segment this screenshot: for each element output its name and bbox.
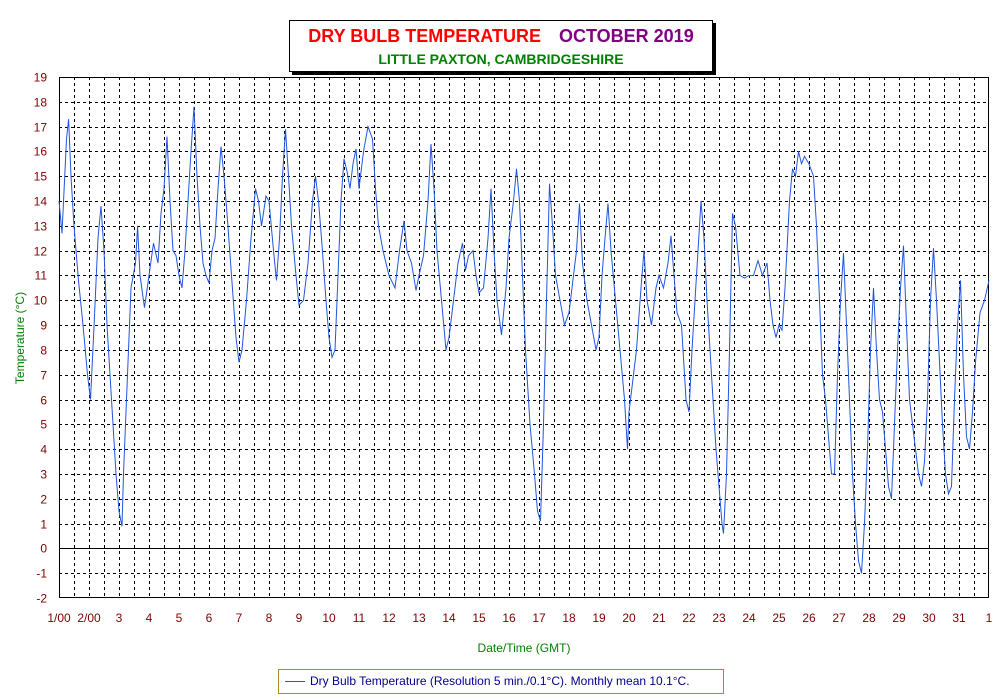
legend-label: Dry Bulb Temperature (Resolution 5 min./… <box>310 674 690 688</box>
x-tick-label: 7 <box>236 611 243 625</box>
title-month: OCTOBER 2019 <box>558 26 694 46</box>
y-tick-label: 10 <box>34 294 48 308</box>
x-tick-label: 26 <box>802 611 816 625</box>
x-tick-label: 27 <box>832 611 846 625</box>
x-tick-label: 16 <box>502 611 516 625</box>
x-axis-ticks: 1/00 2/00 3 4 5 6 7 8 9 10 11 12 13 14 15 16 17 18 19 20 21 2… <box>47 611 992 625</box>
title-box: DRY BULB TEMPERATURE OCTOBER 2019 LITTLE … <box>289 20 713 72</box>
legend: Dry Bulb Temperature (Resolution 5 min./… <box>278 669 724 694</box>
x-tick-label: 13 <box>412 611 426 625</box>
y-tick-label: -2 <box>36 592 47 606</box>
x-tick-label: 24 <box>742 611 756 625</box>
y-tick-label: -1 <box>36 567 47 581</box>
y-tick-label: 3 <box>40 468 47 482</box>
y-tick-label: 12 <box>34 245 48 259</box>
x-tick-label: 10 <box>322 611 336 625</box>
y-tick-label: 14 <box>34 195 48 209</box>
y-tick-label: 1 <box>40 518 47 532</box>
x-tick-label: 19 <box>592 611 606 625</box>
y-tick-label: 5 <box>40 418 47 432</box>
y-tick-label: 19 <box>34 71 48 85</box>
y-tick-label: 15 <box>34 170 48 184</box>
y-tick-label: 13 <box>34 220 48 234</box>
chart-title: DRY BULB TEMPERATURE OCTOBER 2019 <box>290 26 712 47</box>
y-axis-title: Temperature (°C) <box>13 292 27 384</box>
x-tick-label: 1/00 <box>47 611 71 625</box>
x-tick-label: 3 <box>116 611 123 625</box>
series-line <box>58 106 990 574</box>
x-tick-label: 4 <box>146 611 153 625</box>
x-tick-label: 11 <box>353 611 366 625</box>
y-tick-label: 4 <box>40 443 47 457</box>
legend-swatch <box>285 681 305 682</box>
x-tick-label: 25 <box>772 611 786 625</box>
x-tick-label: 6 <box>206 611 213 625</box>
y-tick-label: 6 <box>40 394 47 408</box>
x-tick-label: 5 <box>176 611 183 625</box>
y-tick-label: 17 <box>34 121 48 135</box>
chart-subtitle: LITTLE PAXTON, CAMBRIDGESHIRE <box>378 51 624 67</box>
x-tick-label: 22 <box>682 611 696 625</box>
y-tick-label: 9 <box>40 319 47 333</box>
x-tick-label: 8 <box>266 611 273 625</box>
x-tick-label: 23 <box>712 611 726 625</box>
x-tick-label: 1 <box>986 611 993 625</box>
y-tick-label: 0 <box>40 542 47 556</box>
x-tick-label: 18 <box>562 611 576 625</box>
x-tick-label: 2/00 <box>77 611 101 625</box>
x-tick-label: 17 <box>532 611 546 625</box>
x-tick-label: 21 <box>652 611 666 625</box>
x-tick-label: 29 <box>892 611 906 625</box>
x-axis-title: Date/Time (GMT) <box>478 641 571 655</box>
y-tick-label: 7 <box>40 369 47 383</box>
x-tick-label: 20 <box>622 611 636 625</box>
y-tick-label: 16 <box>34 145 48 159</box>
plot-border <box>59 77 989 598</box>
y-tick-label: 8 <box>40 344 47 358</box>
y-tick-label: 11 <box>35 269 48 283</box>
x-tick-label: 12 <box>382 611 396 625</box>
x-tick-label: 15 <box>472 611 486 625</box>
x-tick-label: 9 <box>296 611 303 625</box>
y-tick-label: 2 <box>40 493 47 507</box>
y-tick-label: 18 <box>34 96 48 110</box>
x-tick-label: 31 <box>952 611 966 625</box>
x-tick-label: 14 <box>442 611 456 625</box>
x-tick-label: 28 <box>862 611 876 625</box>
x-tick-label: 30 <box>922 611 936 625</box>
title-main: DRY BULB TEMPERATURE <box>308 26 541 46</box>
